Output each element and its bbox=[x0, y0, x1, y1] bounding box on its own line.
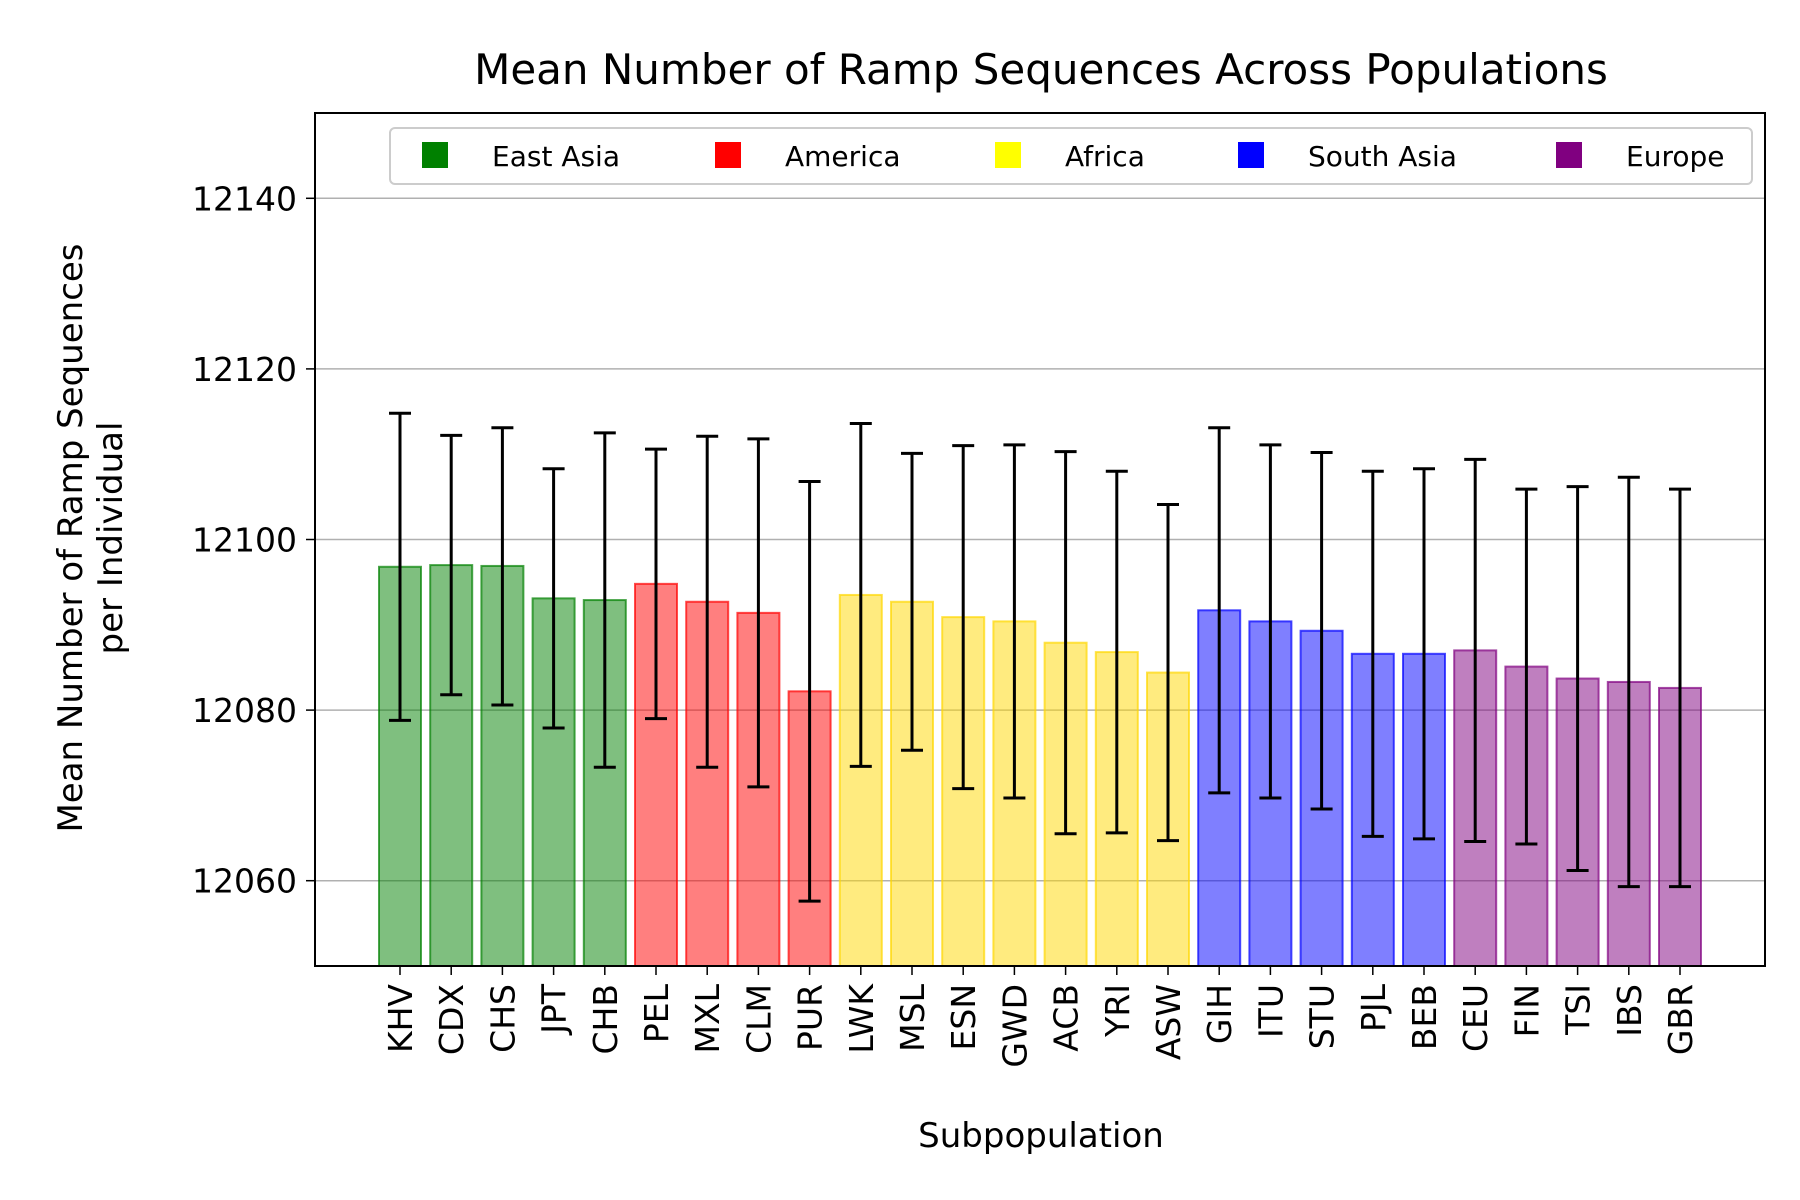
axes: 12060 12080 12100 12120 12140 KHV CDX CHS JPT CHB… bbox=[192, 112, 1766, 1068]
y-tick-label: 12100 bbox=[192, 521, 297, 560]
error-bar-pjl bbox=[1361, 469, 1384, 838]
error-bar-yri bbox=[1105, 469, 1128, 835]
axis-labels-and-title: Mean Number of Ramp Sequences Across Pop… bbox=[51, 45, 1608, 1156]
x-tick-label: BEB bbox=[1405, 984, 1444, 1050]
error-bar-mxl bbox=[696, 434, 719, 769]
x-tick-label: ITU bbox=[1251, 984, 1290, 1038]
error-bar-pel bbox=[645, 447, 667, 721]
x-tick-label: GBR bbox=[1661, 984, 1700, 1055]
error-bar-khv bbox=[389, 411, 411, 722]
x-tick-label: ESN bbox=[944, 984, 983, 1050]
bars bbox=[378, 564, 1702, 968]
x-axis-label: Subpopulation bbox=[918, 1116, 1164, 1156]
error-bar-fin bbox=[1515, 487, 1538, 846]
x-tick-label: FIN bbox=[1507, 984, 1546, 1037]
y-tick-label: 12060 bbox=[192, 862, 297, 901]
chart-title: Mean Number of Ramp Sequences Across Pop… bbox=[474, 45, 1608, 94]
error-bar-pur bbox=[798, 479, 821, 903]
legend: East Asia America Africa South Asia Europe bbox=[389, 127, 1753, 185]
error-bar-clm bbox=[747, 437, 770, 789]
x-tick-label: CHB bbox=[586, 984, 625, 1055]
x-tick-label: KHV bbox=[381, 984, 420, 1053]
x-tick-label: GIH bbox=[1200, 984, 1239, 1044]
x-tick-label: STU bbox=[1303, 984, 1342, 1049]
x-tick-label: YRI bbox=[1098, 984, 1137, 1038]
error-bar-cdx bbox=[440, 433, 463, 697]
legend-label-east-asia: East Asia bbox=[492, 140, 620, 173]
error-bar-gih bbox=[1208, 426, 1231, 795]
x-tick-label: ACB bbox=[1047, 984, 1086, 1052]
plot-frame bbox=[314, 112, 1766, 967]
error-bar-lwk bbox=[849, 421, 872, 768]
error-bar-beb bbox=[1413, 467, 1435, 841]
y-axis-label-line-1: Mean Number of Ramp Sequences bbox=[51, 243, 91, 832]
y-tick-label: 12120 bbox=[192, 350, 297, 389]
error-bars bbox=[389, 411, 1691, 903]
y-axis-label-group: Mean Number of Ramp Sequences per Indivi… bbox=[51, 243, 131, 832]
error-bar-esn bbox=[952, 444, 975, 791]
x-tick-label: PEL bbox=[637, 983, 676, 1043]
legend-label-africa: Africa bbox=[1065, 140, 1145, 173]
error-bar-stu bbox=[1310, 450, 1333, 811]
x-tick-label: TSI bbox=[1559, 984, 1598, 1036]
legend-swatch-africa bbox=[995, 142, 1021, 168]
error-bar-gwd bbox=[1003, 443, 1026, 800]
x-tick-label: CHS bbox=[483, 984, 522, 1053]
y-axis-label-line-2: per Individual bbox=[91, 422, 131, 655]
error-bar-ceu bbox=[1464, 457, 1487, 843]
error-bar-tsi bbox=[1566, 485, 1589, 872]
legend-label-america: America bbox=[785, 140, 901, 173]
error-bar-asw bbox=[1157, 503, 1179, 843]
y-tick-label: 12140 bbox=[192, 179, 297, 218]
legend-swatch-east-asia bbox=[422, 142, 448, 168]
legend-swatch-america bbox=[715, 142, 741, 168]
x-tick-label: PUR bbox=[791, 984, 830, 1051]
error-bar-chs bbox=[491, 426, 514, 707]
legend-swatch-europe bbox=[1556, 142, 1582, 168]
legend-swatch-south-asia bbox=[1238, 142, 1264, 168]
error-bar-jpt bbox=[542, 467, 565, 730]
x-tick-label: MXL bbox=[688, 983, 727, 1053]
legend-label-europe: Europe bbox=[1626, 140, 1724, 173]
y-tick-label: 12080 bbox=[192, 691, 297, 730]
x-tick-label: CEU bbox=[1456, 984, 1495, 1052]
error-bar-ibs bbox=[1617, 475, 1640, 889]
x-tick-label: LWK bbox=[842, 983, 881, 1054]
x-tick-label: CLM bbox=[739, 984, 778, 1054]
x-tick-label: ASW bbox=[1149, 984, 1188, 1060]
error-bar-msl bbox=[901, 451, 923, 752]
error-bar-gbr bbox=[1669, 487, 1691, 889]
x-tick-label: PJL bbox=[1354, 983, 1393, 1032]
legend-label-south-asia: South Asia bbox=[1308, 140, 1457, 173]
x-tick-label: IBS bbox=[1610, 984, 1649, 1037]
error-bar-itu bbox=[1259, 443, 1282, 800]
x-tick-label: MSL bbox=[893, 983, 932, 1051]
error-bar-acb bbox=[1054, 450, 1077, 836]
x-tick-label: JPT bbox=[535, 983, 574, 1036]
error-bar-chb bbox=[593, 431, 616, 769]
x-tick-label: CDX bbox=[432, 984, 471, 1055]
x-tick-label: GWD bbox=[995, 984, 1034, 1068]
